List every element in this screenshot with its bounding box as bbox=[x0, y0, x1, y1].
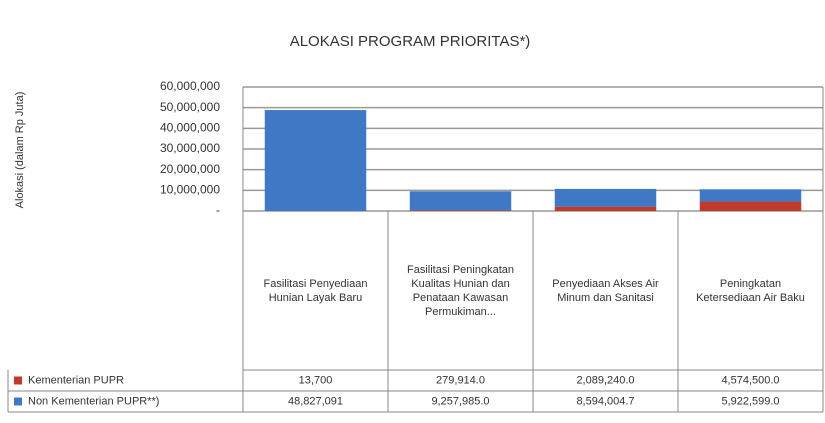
bar bbox=[699, 189, 802, 202]
bar bbox=[264, 110, 367, 211]
legend-label: Non Kementerian PUPR**) bbox=[28, 395, 159, 407]
bar bbox=[409, 210, 512, 211]
category-label: Peningkatan Ketersediaan Air Baku bbox=[696, 277, 805, 304]
y-tick-label: 60,000,000 bbox=[160, 79, 220, 93]
table-value: 9,257,985.0 bbox=[431, 395, 489, 407]
legend-swatch bbox=[14, 397, 22, 406]
legend-label: Kementerian PUPR bbox=[28, 374, 124, 386]
table-value: 4,574,500.0 bbox=[721, 374, 779, 386]
bar bbox=[554, 206, 657, 211]
y-axis-label: Alokasi (dalam Rp Juta) bbox=[14, 92, 26, 209]
table-value: 48,827,091 bbox=[288, 395, 343, 407]
table-value: 5,922,599.0 bbox=[721, 395, 779, 407]
category-label: Fasilitasi Penyediaan Hunian Layak Baru bbox=[263, 277, 368, 304]
table-value: 8,594,004.7 bbox=[576, 395, 634, 407]
chart-title: ALOKASI PROGRAM PRIORITAS*) bbox=[290, 33, 531, 50]
y-tick-label: 50,000,000 bbox=[160, 100, 220, 114]
y-tick-label: 20,000,000 bbox=[160, 162, 220, 176]
y-tick-label: 30,000,000 bbox=[160, 141, 220, 155]
category-label: Fasilitasi Peningkatan Kualitas Hunian d… bbox=[406, 263, 514, 318]
legend-swatch bbox=[14, 376, 22, 385]
bar bbox=[554, 188, 657, 207]
y-tick-label: - bbox=[216, 203, 220, 217]
category-label: Penyediaan Akses Air Minum dan Sanitasi bbox=[552, 277, 659, 304]
y-tick-label: 10,000,000 bbox=[160, 183, 220, 197]
table-value: 279,914.0 bbox=[436, 374, 485, 386]
y-tick-label: 40,000,000 bbox=[160, 121, 220, 135]
bar bbox=[409, 191, 512, 211]
table-value: 13,700 bbox=[299, 374, 333, 386]
table-value: 2,089,240.0 bbox=[576, 374, 634, 386]
bar bbox=[699, 201, 802, 211]
